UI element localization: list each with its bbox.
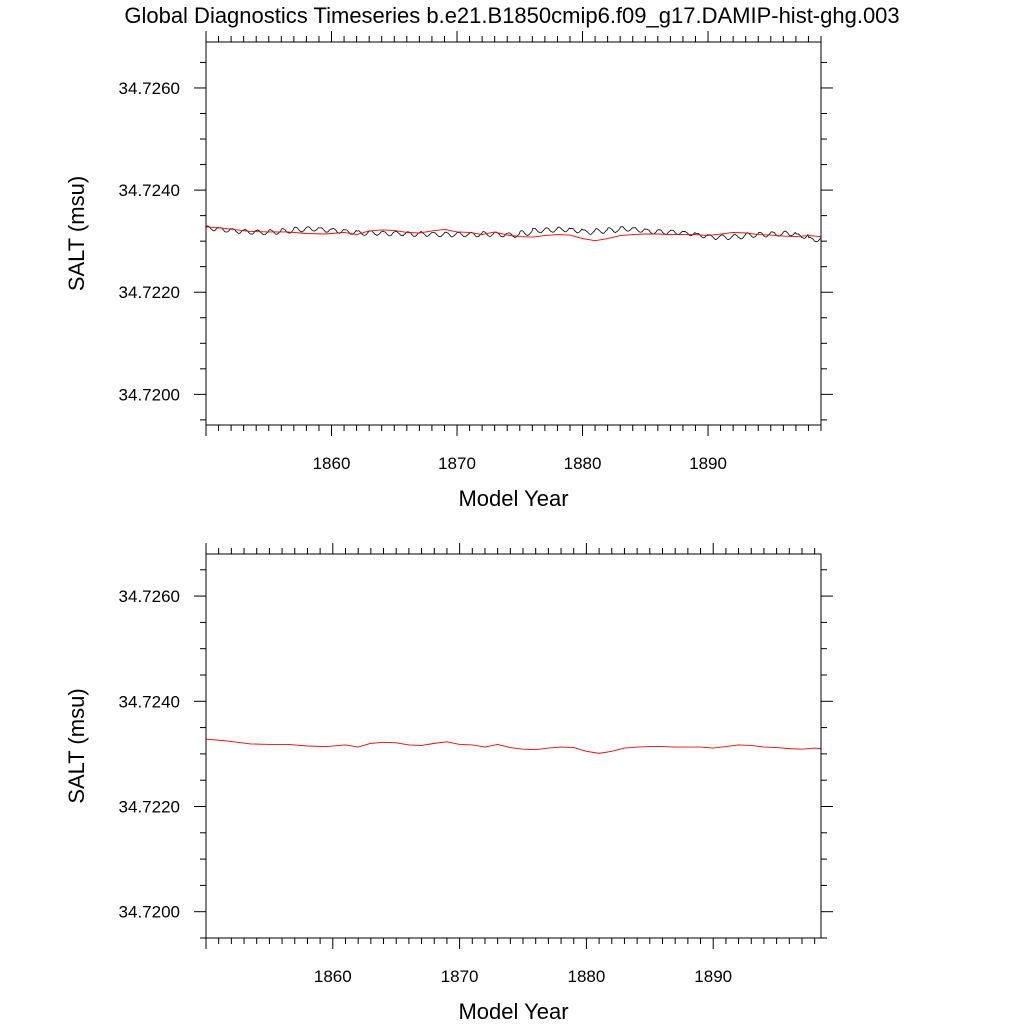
x-tick-label: 1890 bbox=[689, 454, 727, 473]
x-tick-label: 1880 bbox=[564, 454, 602, 473]
y-tick-label: 34.7260 bbox=[119, 587, 180, 606]
y-axis-label: SALT (msu) bbox=[64, 176, 89, 291]
y-tick-label: 34.7240 bbox=[119, 692, 180, 711]
y-tick-label: 34.7200 bbox=[119, 385, 180, 404]
y-tick-label: 34.7220 bbox=[119, 283, 180, 302]
annual-mean-line bbox=[206, 738, 821, 754]
y-tick-label: 34.7260 bbox=[119, 79, 180, 98]
x-tick-label: 1860 bbox=[314, 967, 352, 986]
chart-panel-bottom: 1860 1870 1880 1890 34.7200 34.7220 34.7240 34.… bbox=[0, 512, 1024, 1024]
monthly-series-line bbox=[206, 225, 821, 243]
chart-panel-top: 1860 1870 1880 1890 34.7200 34.7220 34.7240 34.… bbox=[64, 31, 833, 511]
y-tick-label: 34.7220 bbox=[119, 797, 180, 816]
y-tick-label: 34.7200 bbox=[119, 903, 180, 922]
x-axis-label: Model Year bbox=[458, 486, 568, 511]
x-tick-label: 1870 bbox=[438, 454, 476, 473]
page-title: Global Diagnostics Timeseries b.e21.B185… bbox=[124, 3, 900, 28]
annual-mean-line bbox=[206, 226, 821, 242]
x-tick-label: 1870 bbox=[441, 967, 479, 986]
plot-frame bbox=[205, 553, 822, 939]
y-axis-label: SALT (msu) bbox=[64, 688, 89, 803]
plot-frame bbox=[205, 41, 822, 426]
x-tick-label: 1880 bbox=[567, 967, 605, 986]
y-tick-label: 34.7240 bbox=[119, 181, 180, 200]
chart-top: 1860 1870 1880 1890 34.7200 34.7220 34.7240 34.… bbox=[64, 31, 833, 511]
chart-bottom: 1860 1870 1880 1890 34.7200 34.7220 34.7240 34.… bbox=[64, 543, 833, 1024]
x-tick-label: 1860 bbox=[313, 454, 351, 473]
x-tick-label: 1890 bbox=[694, 967, 732, 986]
x-axis-label: Model Year bbox=[458, 999, 568, 1024]
